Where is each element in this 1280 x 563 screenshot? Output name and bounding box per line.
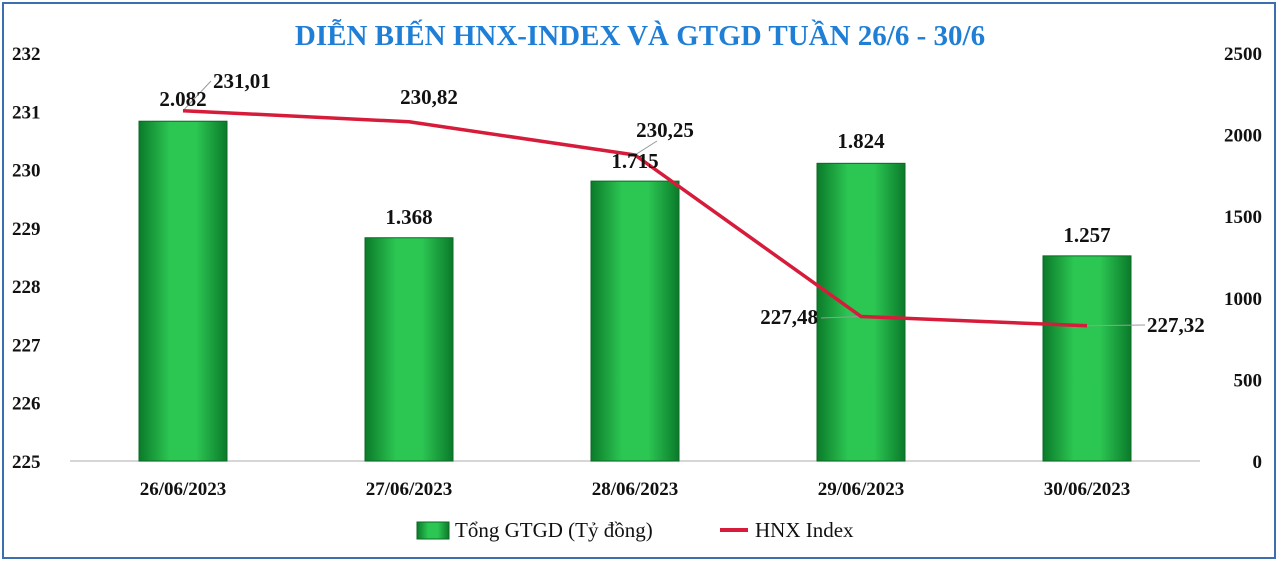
legend-bar-swatch: [416, 521, 450, 540]
bar: [364, 237, 454, 462]
bar-series: [138, 120, 1132, 462]
bar-value-label: 1.368: [385, 205, 432, 229]
x-tick-label: 27/06/2023: [366, 479, 453, 500]
leader-line: [182, 80, 212, 112]
line-value-label: 230,82: [400, 85, 458, 109]
bar: [816, 162, 906, 462]
y-left-tick-label: 226: [12, 394, 41, 415]
leader-line: [1086, 324, 1146, 327]
legend-line-label: HNX Index: [755, 518, 854, 542]
bar-value-label: 1.257: [1063, 223, 1110, 247]
legend-bar-label: Tổng GTGD (Tỷ đồng): [455, 518, 653, 542]
y-right-tick-label: 1500: [1224, 207, 1262, 228]
y-left-tick-label: 231: [12, 102, 41, 123]
line-series: [182, 108, 1088, 328]
x-tick-label: 29/06/2023: [818, 479, 905, 500]
legend: Tổng GTGD (Tỷ đồng) HNX Index: [416, 518, 854, 542]
x-tick-label: 30/06/2023: [1044, 479, 1131, 500]
y-right-tick-label: 2000: [1224, 126, 1262, 147]
x-tick-label: 28/06/2023: [592, 479, 679, 500]
bar-value-label: 1.824: [837, 129, 885, 153]
leader-line: [634, 140, 658, 156]
line-value-label: 231,01: [213, 69, 271, 93]
axes: 225 226 227 228 229 230 231 232 0 500 1000 1500 2000…: [12, 44, 1262, 500]
y-left-tick-label: 227: [12, 335, 41, 356]
y-left-tick-label: 228: [12, 277, 41, 298]
bar-value-label: 1.715: [611, 149, 658, 173]
bar: [590, 180, 680, 462]
y-left-tick-label: 229: [12, 219, 41, 240]
data-labels: 2.082 1.368 1.715 1.824 1.257 231,01 230,82 230…: [159, 69, 1204, 337]
hnx-index-line: [182, 108, 1088, 328]
y-left-tick-label: 225: [12, 452, 41, 473]
y-right-tick-label: 2500: [1224, 44, 1262, 65]
line-value-label: 230,25: [636, 118, 694, 142]
bar-value-label: 2.082: [159, 87, 206, 111]
bar: [138, 120, 228, 462]
y-left-tick-label: 232: [12, 44, 41, 65]
chart-title: DIỄN BIẾN HNX-INDEX VÀ GTGD TUẦN 26/6 - …: [295, 18, 985, 52]
line-value-label: 227,48: [760, 305, 818, 329]
y-right-tick-label: 0: [1253, 452, 1263, 473]
leader-line: [820, 315, 862, 319]
y-right-tick-label: 1000: [1224, 289, 1262, 310]
line-value-label: 227,32: [1147, 313, 1205, 337]
leader-lines: [182, 80, 1146, 327]
y-right-tick-label: 500: [1234, 370, 1263, 391]
bar: [1042, 255, 1132, 462]
x-tick-label: 26/06/2023: [140, 479, 227, 500]
y-left-tick-label: 230: [12, 161, 41, 182]
